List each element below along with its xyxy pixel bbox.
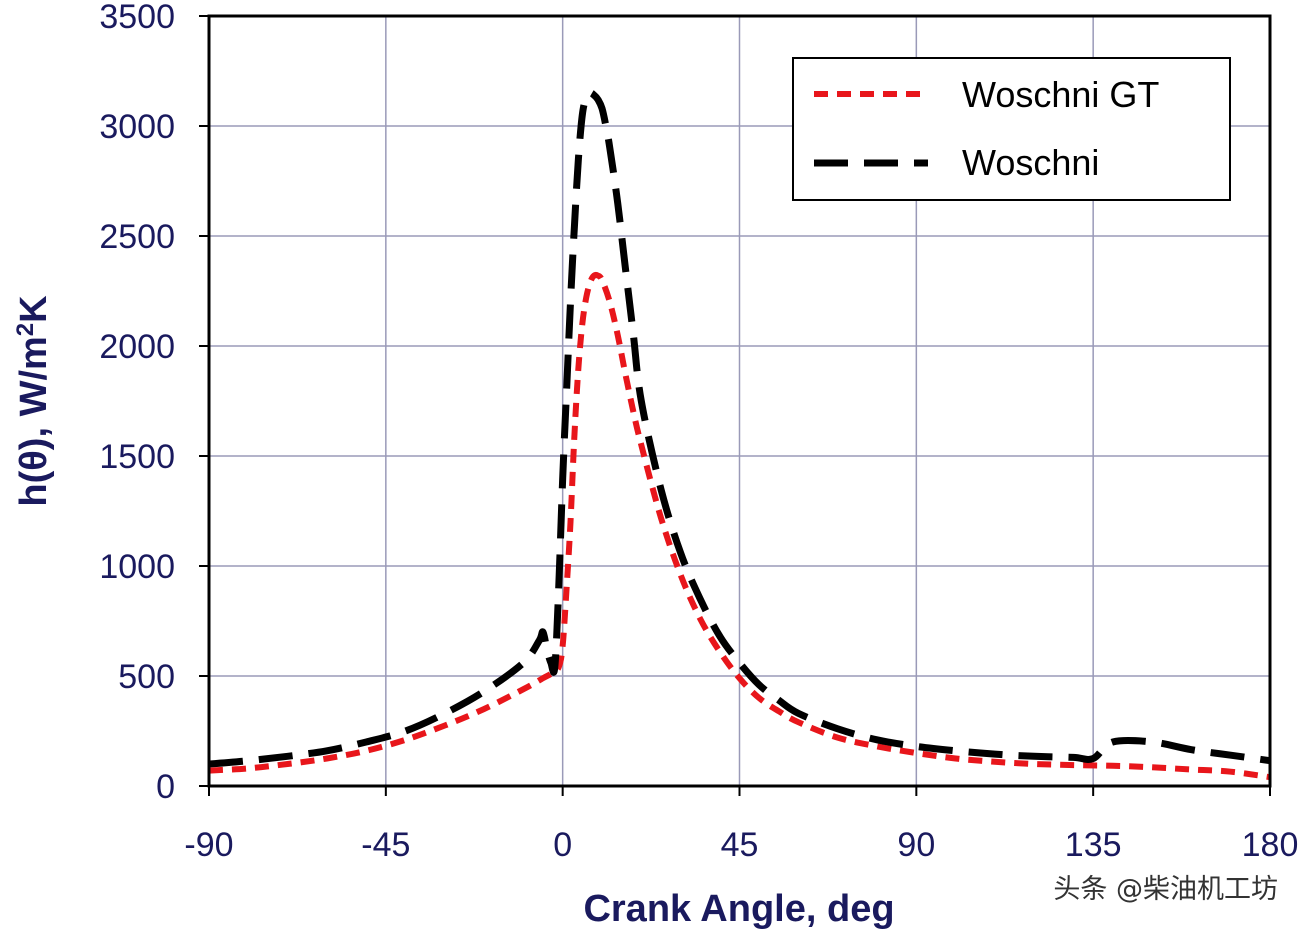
- x-tick-label-5: 135: [1065, 826, 1122, 864]
- tick-labels: -90 -45 0 45 90 135 180 0 500 1000 1500 2000 2500 300…: [99, 0, 1298, 864]
- series-line-woschni-gt: [208, 271, 1271, 781]
- y-tick-label-0: 0: [156, 768, 175, 806]
- watermark-text: 头条 @柴油机工坊: [1053, 874, 1278, 905]
- y-axis-title-tail: K: [13, 295, 55, 323]
- series-layer: [208, 89, 1271, 781]
- y-axis-title-sup: 2: [12, 323, 39, 336]
- x-tick-label-6: 180: [1242, 826, 1299, 864]
- series-line-woschni: [208, 89, 1271, 768]
- tick-marks: [199, 15, 1271, 796]
- y-tick-label-2: 1000: [99, 548, 175, 586]
- y-tick-label-1: 500: [118, 658, 175, 696]
- y-tick-label-7: 3500: [99, 0, 175, 36]
- legend-box: [792, 57, 1231, 201]
- x-tick-label-1: -45: [361, 826, 410, 864]
- y-tick-label-6: 3000: [99, 108, 175, 146]
- legend-label-woschni: Woschni: [962, 142, 1099, 183]
- y-tick-label-4: 2000: [99, 328, 175, 366]
- x-axis-title: Crank Angle, deg: [583, 888, 894, 930]
- x-tick-label-3: 45: [721, 826, 759, 864]
- legend-label-woschni-gt: Woschni GT: [962, 74, 1159, 115]
- x-tick-label-4: 90: [897, 826, 935, 864]
- y-tick-label-3: 1500: [99, 438, 175, 476]
- legend: Woschni GT Woschni: [792, 57, 1231, 201]
- x-tick-label-0: -90: [184, 826, 233, 864]
- x-tick-label-2: 0: [553, 826, 572, 864]
- y-axis-title-main: h(θ), W/m: [13, 336, 55, 506]
- y-axis-title: h(θ), W/m2K: [12, 295, 56, 507]
- y-tick-label-5: 2500: [99, 218, 175, 256]
